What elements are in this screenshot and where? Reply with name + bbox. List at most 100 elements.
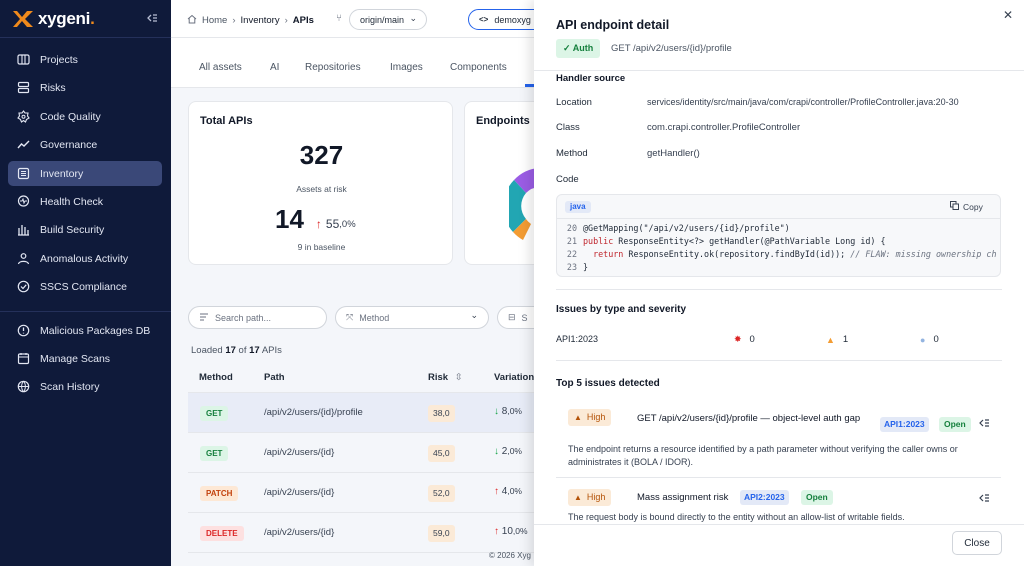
tab-images[interactable]: Images (390, 62, 423, 73)
sidebar: xygeni. Projects Risks Code Quality Gove… (0, 0, 171, 566)
sidebar-item-malicious-packages-db[interactable]: Malicious Packages DB (8, 318, 162, 343)
sidebar-item-label: Code Quality (40, 110, 101, 123)
breadcrumb-inventory[interactable]: Inventory (240, 15, 280, 26)
compliance-icon (16, 280, 30, 294)
tab-repositories[interactable]: Repositories (305, 62, 361, 73)
high-severity-icon: ▲ (826, 334, 835, 345)
method-filter-icon: ⤧ (346, 312, 354, 322)
sidebar-item-label: Scan History (40, 380, 100, 393)
tab-all-assets[interactable]: All assets (199, 62, 242, 73)
critical-count: ✸ 0 (734, 334, 755, 345)
sidebar-collapse-icon[interactable] (146, 12, 160, 26)
tab-ai[interactable]: AI (270, 62, 280, 73)
code-quality-icon (16, 110, 30, 124)
code-block: java Copy 20 @GetMapping("/api/v2/users/{… (556, 194, 1001, 277)
at-risk-count: 14 (275, 204, 304, 234)
home-icon[interactable] (187, 14, 197, 27)
issue-card[interactable]: ▲ High Mass assignment risk API2:2023 Ope… (556, 480, 1001, 525)
language-badge: java (565, 201, 591, 213)
column-header-variation[interactable]: Variation (494, 372, 535, 383)
header-divider (188, 392, 538, 393)
table-row[interactable]: PATCH /api/v2/users/{id} 52,0 ↑ 4,0% (188, 473, 538, 513)
close-button[interactable]: Close (952, 531, 1002, 555)
issue-title: GET /api/v2/users/{id}/profile — object-… (637, 413, 861, 424)
sidebar-item-inventory[interactable]: Inventory (8, 161, 162, 186)
issues-heading: Issues by type and severity (556, 304, 687, 315)
change-decimal: ,0% (339, 218, 356, 230)
status-badge: Open (939, 417, 971, 432)
column-header-method[interactable]: Method (199, 372, 233, 383)
sidebar-item-scan-history[interactable]: Scan History (8, 374, 162, 399)
table-row[interactable]: GET /api/v2/users/{id}/profile 38,0 ↓ 8,… (188, 393, 538, 433)
repo-name: demoxyg (494, 14, 531, 25)
search-input[interactable]: Search path... (188, 306, 327, 329)
brand-logo[interactable]: xygeni. (11, 8, 95, 30)
copy-button[interactable]: Copy (950, 201, 983, 212)
branch-selector[interactable]: origin/main ⌄ (349, 9, 427, 30)
method-badge: DELETE (200, 526, 244, 541)
arrow-up-icon: ↑ (315, 217, 322, 231)
sidebar-item-health-check[interactable]: Health Check (8, 189, 162, 214)
sidebar-item-sscs-compliance[interactable]: SSCS Compliance (8, 274, 162, 299)
variation: ↓ 2,0% (494, 446, 522, 457)
method-badge: GET (200, 406, 229, 421)
method-badge: GET (200, 446, 229, 461)
filter-lines-icon (199, 312, 209, 323)
issue-title: Mass assignment risk (637, 492, 729, 503)
column-header-path[interactable]: Path (264, 372, 285, 383)
risk-score: 38,0 (428, 405, 455, 422)
class-value: com.crapi.controller.ProfileController (647, 122, 801, 133)
arrow-down-icon: ↓ (494, 406, 499, 417)
code-line: 22 return ResponseEntity.ok(repository.f… (566, 249, 997, 259)
table-row[interactable]: GET /api/v2/users/{id} 45,0 ↓ 2,0% (188, 433, 538, 473)
arrow-up-icon: ↑ (494, 486, 499, 497)
class-label: Class (556, 122, 580, 133)
sidebar-item-label: Risks (40, 81, 66, 94)
breadcrumb-home[interactable]: Home (202, 15, 228, 26)
api-endpoint-detail-panel: API endpoint detail ✕ ✓ Auth GET /api/v2… (534, 0, 1024, 566)
endpoint-method-path: GET /api/v2/users/{id}/profile (611, 43, 732, 54)
build-security-icon (16, 223, 30, 237)
issue-description: The endpoint returns a resource identifi… (568, 444, 958, 467)
expand-icon[interactable] (978, 417, 990, 432)
endpoints-donut-chart (509, 168, 539, 240)
governance-icon (16, 138, 30, 152)
sidebar-item-risks[interactable]: Risks (8, 75, 162, 100)
sidebar-divider (0, 37, 171, 38)
variation: ↓ 8,0% (494, 406, 522, 417)
row-path: /api/v2/users/{id} (264, 527, 335, 538)
health-check-icon (16, 195, 30, 209)
owasp-tag: API1:2023 (880, 417, 929, 432)
expand-icon[interactable] (978, 492, 990, 507)
column-header-risk[interactable]: Risk ⇳ (428, 372, 463, 383)
card-title: Total APIs (200, 115, 253, 127)
xygeni-logo-icon (11, 8, 35, 30)
issue-card[interactable]: ▲ High GET /api/v2/users/{id}/profile — o… (556, 400, 1001, 478)
baseline-label: 9 in baseline (297, 242, 346, 252)
table-row[interactable]: DELETE /api/v2/users/{id} 59,0 ↑ 10,0% (188, 513, 538, 553)
sidebar-item-label: Manage Scans (40, 352, 111, 365)
sidebar-item-anomalous-activity[interactable]: Anomalous Activity (8, 246, 162, 271)
sidebar-item-code-quality[interactable]: Code Quality (8, 104, 162, 129)
sidebar-item-governance[interactable]: Governance (8, 132, 162, 157)
close-icon[interactable]: ✕ (1003, 8, 1014, 22)
sidebar-item-build-security[interactable]: Build Security (8, 217, 162, 242)
panel-footer-divider (534, 524, 1024, 525)
arrow-up-icon: ↑ (494, 526, 499, 537)
chevron-right-icon: › (284, 15, 288, 26)
sidebar-item-label: Inventory (40, 167, 84, 180)
sidebar-item-projects[interactable]: Projects (8, 47, 162, 72)
sidebar-item-manage-scans[interactable]: Manage Scans (8, 346, 162, 371)
card-title: Endpoints (476, 115, 530, 127)
panel-divider (534, 70, 1024, 71)
row-path: /api/v2/users/{id} (264, 447, 335, 458)
tab-components[interactable]: Components (450, 62, 507, 73)
code-label: Code (556, 174, 579, 185)
top-issues-heading: Top 5 issues detected (556, 378, 660, 389)
warning-icon: ▲ (574, 413, 582, 422)
inventory-icon (16, 167, 30, 181)
method-filter[interactable]: ⤧ Method ⌄ (335, 306, 489, 329)
code-line: 21 public ResponseEntity<?> getHandler(@P… (566, 236, 886, 246)
low-count: ● 0 (920, 334, 939, 345)
high-count: ▲ 1 (826, 334, 849, 345)
